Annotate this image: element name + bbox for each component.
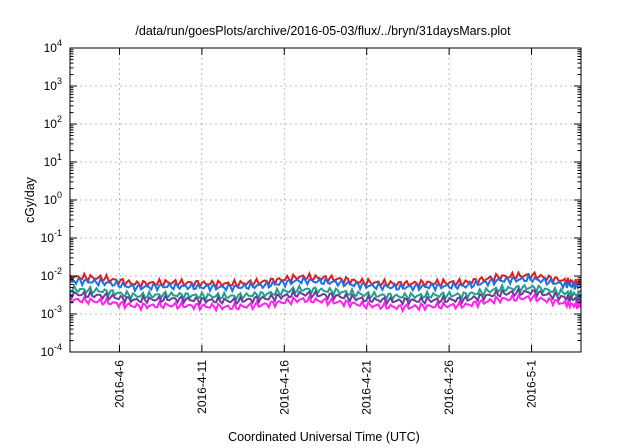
x-tick-label: 2016-5-1 <box>525 360 539 408</box>
y-axis: 10-4 10-3 10-2 10-1 100 101 102 103 104 <box>41 38 581 359</box>
y-tick-label: 10-4 <box>41 342 62 359</box>
data-series <box>69 270 582 314</box>
y-tick-label: 102 <box>44 114 62 131</box>
y-tick-label: 10-3 <box>41 304 62 321</box>
y-tick-label: 103 <box>44 76 62 93</box>
y-tick-label: 10-1 <box>41 228 62 245</box>
chart-title: /data/run/goesPlots/archive/2016-05-03/f… <box>135 24 511 38</box>
series-line <box>69 286 582 307</box>
series-line <box>69 272 582 294</box>
x-axis: 2016-4-6 2016-4-11 2016-4-16 2016-4-21 2016-… <box>112 48 539 415</box>
y-tick-label: 101 <box>44 152 62 169</box>
x-tick-label: 2016-4-6 <box>112 360 126 408</box>
series-line <box>69 292 582 314</box>
x-tick-label: 2016-4-16 <box>277 360 291 415</box>
series-line <box>69 282 582 302</box>
y-tick-label: 100 <box>44 190 62 207</box>
y-tick-label: 10-2 <box>41 266 62 283</box>
x-tick-label: 2016-4-26 <box>442 360 456 415</box>
x-axis-label: Coordinated Universal Time (UTC) <box>228 430 420 444</box>
y-tick-label: 104 <box>44 38 62 55</box>
y-axis-label: cGy/day <box>23 176 37 223</box>
x-tick-label: 2016-4-11 <box>195 360 209 414</box>
x-tick-label: 2016-4-21 <box>360 360 374 415</box>
grid-lines <box>70 48 581 352</box>
